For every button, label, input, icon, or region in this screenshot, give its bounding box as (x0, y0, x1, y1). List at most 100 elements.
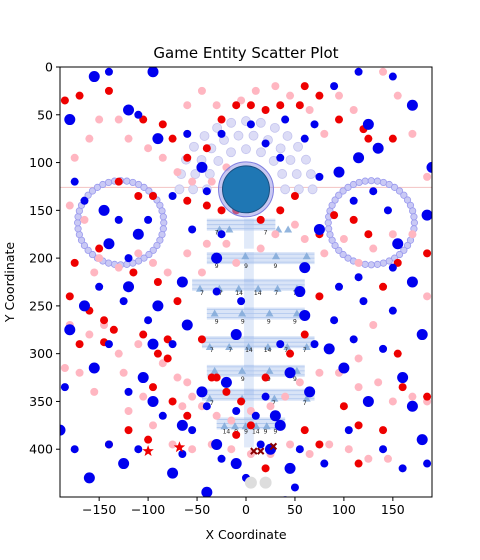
red-point (423, 249, 432, 258)
pink-point (271, 230, 280, 239)
arc-dot (226, 117, 237, 128)
lattice-connector (244, 388, 254, 419)
red-point (232, 101, 241, 110)
blue-point-large (132, 228, 144, 240)
pink-point (188, 177, 197, 186)
red-point (354, 459, 363, 468)
red-point (354, 421, 363, 430)
red-point (153, 349, 162, 358)
lattice-label: 7 (274, 290, 278, 297)
pink-point (163, 268, 172, 277)
blue-point-large (211, 438, 223, 450)
red-point (202, 201, 211, 210)
pink-point (256, 244, 265, 253)
blue-point-large (83, 472, 95, 484)
x-marker (250, 447, 258, 455)
arc-dot (305, 169, 316, 180)
blue-point-small (80, 196, 89, 205)
pink-point (315, 368, 324, 377)
lattice-label: 7 (303, 347, 307, 354)
arc-dot (307, 184, 318, 195)
red-point (261, 464, 270, 473)
pink-point (80, 215, 89, 224)
ring-dot (339, 187, 347, 195)
pink-point (286, 91, 295, 100)
pink-point (344, 445, 353, 454)
blue-point-small (134, 445, 143, 454)
blue-point-large (362, 395, 374, 407)
red-point (158, 120, 167, 129)
blue-point-large (176, 276, 188, 288)
blue-point-large (167, 467, 179, 479)
lattice-label: 7 (215, 230, 219, 237)
blue-point-small (60, 383, 69, 392)
pink-point (286, 440, 295, 449)
red-point (168, 397, 177, 406)
ring-dot (379, 259, 388, 267)
arc-dot (269, 122, 280, 133)
ring-dot (344, 183, 352, 191)
red-point (364, 134, 373, 143)
arc-dot (291, 169, 302, 179)
pink-point (295, 378, 304, 387)
blue-point-large (196, 386, 208, 398)
pink-point (364, 454, 373, 463)
lattice-label: 7 (272, 400, 276, 407)
red-point (163, 354, 172, 363)
blue-point-large (64, 324, 76, 336)
blue-point-small (168, 192, 177, 200)
ring-dot (160, 219, 168, 227)
red-point (423, 392, 432, 401)
pink-point (379, 67, 388, 76)
red-point (315, 440, 324, 449)
ring-dot (74, 219, 82, 227)
lattice-label: 14 (223, 428, 231, 435)
arc-dot (188, 184, 199, 195)
red-point (109, 325, 118, 334)
blue-point-small (134, 110, 143, 119)
blue-point-small (158, 411, 167, 420)
red-point (290, 192, 299, 200)
pink-point (423, 172, 432, 181)
blue-point-small (276, 340, 285, 349)
red-point (295, 101, 304, 110)
pink-point (188, 445, 197, 454)
pink-point (95, 254, 104, 263)
blue-point-small (256, 440, 265, 449)
lattice-connector (244, 364, 254, 395)
blue-point-large (152, 300, 164, 312)
blue-point-large (176, 419, 188, 431)
red-point (276, 101, 285, 110)
pink-point (134, 340, 143, 349)
x-tick-label: 100 (332, 502, 356, 517)
red-star-marker (142, 445, 154, 456)
blue-point-small (217, 129, 226, 138)
triangle-marker (231, 422, 240, 430)
ring-dot (410, 213, 418, 221)
triangle-marker (195, 284, 204, 292)
ring-dot (331, 196, 339, 204)
x-tick-label: −50 (184, 502, 210, 517)
pink-point (320, 249, 329, 258)
triangle-marker (265, 309, 274, 317)
red-point (153, 278, 162, 286)
pink-point (408, 230, 417, 239)
ring-dot (373, 260, 382, 268)
arc-dot (248, 130, 259, 141)
red-point (286, 349, 295, 358)
arc-dot (241, 144, 251, 155)
ring-dot (409, 207, 417, 215)
blue-point-large (362, 118, 374, 130)
red-point (114, 177, 123, 186)
blue-point-small (114, 215, 123, 224)
blue-point-large (338, 362, 350, 374)
triangle-marker (302, 252, 311, 260)
ring-dot (385, 180, 393, 189)
blue-point-small (188, 225, 197, 234)
blue-point-small (369, 187, 378, 196)
triangle-marker (241, 252, 250, 260)
blue-point-large (201, 486, 213, 497)
arc-dot (293, 184, 304, 195)
lattice-label: 7 (210, 347, 214, 354)
pink-point (388, 230, 397, 239)
